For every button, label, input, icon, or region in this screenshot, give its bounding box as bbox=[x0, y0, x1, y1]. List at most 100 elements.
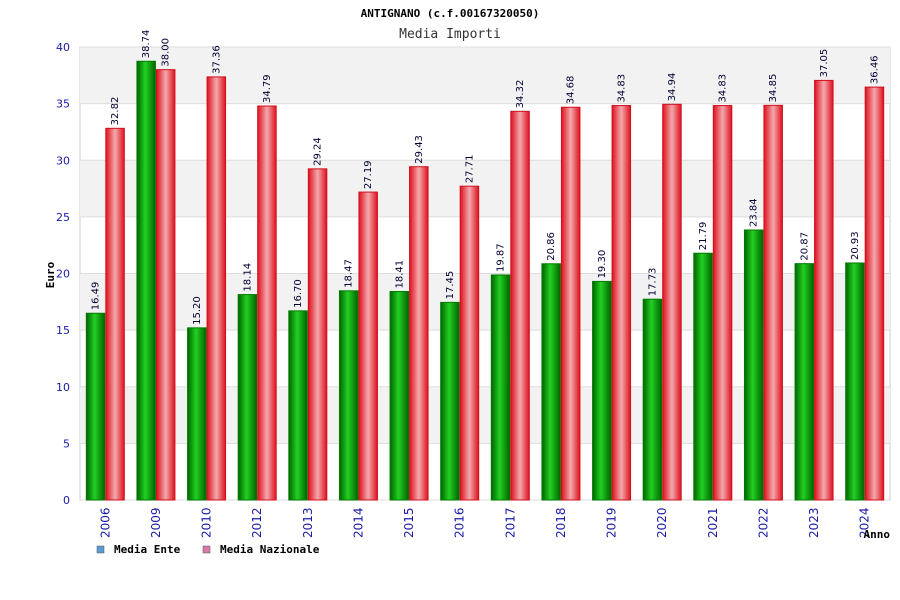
y-tick-label: 5 bbox=[63, 437, 70, 450]
bar-media-nazionale bbox=[155, 69, 176, 501]
y-axis-label: Euro bbox=[44, 261, 57, 288]
data-label: 38.00 bbox=[161, 38, 172, 67]
legend-label-media-ente: Media Ente bbox=[114, 543, 181, 556]
bar-media-ente bbox=[288, 310, 308, 501]
data-labels: 16.49 32.82 38.74 38.00 15.20 37.36 18.14 34.79… bbox=[91, 30, 881, 325]
data-label: 16.70 bbox=[293, 279, 304, 308]
data-label: 16.49 bbox=[91, 282, 102, 311]
x-axis: 2006 2009 2010 2012 2013 2014 2015 2016 2017 2018… bbox=[98, 507, 871, 538]
x-tick-label: 2013 bbox=[301, 507, 315, 538]
data-label: 36.46 bbox=[869, 55, 880, 84]
x-tick-label: 2020 bbox=[655, 507, 669, 538]
bar-media-nazionale bbox=[510, 110, 530, 501]
bar-media-nazionale bbox=[712, 105, 733, 501]
bar-media-nazionale bbox=[763, 104, 783, 501]
data-label: 15.20 bbox=[192, 296, 203, 325]
bar-media-nazionale bbox=[206, 76, 227, 501]
x-tick-label: 2012 bbox=[250, 507, 264, 538]
bar-media-ente bbox=[389, 291, 410, 501]
bar-media-nazionale bbox=[459, 185, 480, 501]
x-tick-label: 2016 bbox=[453, 507, 467, 538]
bar-media-ente bbox=[187, 327, 207, 501]
data-label: 29.43 bbox=[414, 135, 425, 164]
x-tick-label: 2022 bbox=[756, 507, 770, 538]
y-tick-label: 15 bbox=[56, 324, 70, 337]
y-tick-label: 0 bbox=[63, 494, 70, 507]
data-label: 34.94 bbox=[667, 73, 678, 102]
bar-media-nazionale bbox=[409, 166, 429, 501]
x-tick-label: 2018 bbox=[554, 507, 568, 538]
x-tick-label: 2009 bbox=[149, 507, 163, 538]
bar-media-nazionale bbox=[560, 106, 581, 501]
bar-media-ente bbox=[440, 301, 460, 501]
bars bbox=[85, 60, 885, 501]
bar-media-nazionale bbox=[257, 105, 277, 501]
y-tick-label: 40 bbox=[56, 41, 70, 54]
data-label: 37.36 bbox=[211, 45, 222, 74]
data-label: 38.74 bbox=[141, 30, 152, 59]
bar-media-ente bbox=[642, 298, 663, 501]
data-label: 17.73 bbox=[647, 268, 658, 297]
x-tick-label: 2017 bbox=[503, 507, 517, 538]
y-axis: 0 5 10 15 20 25 30 35 40 bbox=[56, 41, 70, 507]
x-tick-label: 2021 bbox=[706, 507, 720, 538]
chart-title: ANTIGNANO (c.f.00167320050) bbox=[361, 7, 540, 20]
data-label: 29.24 bbox=[313, 137, 324, 166]
data-label: 23.84 bbox=[749, 198, 760, 227]
bar-media-ente bbox=[237, 294, 258, 501]
x-tick-label: 2006 bbox=[98, 507, 112, 538]
y-tick-label: 35 bbox=[56, 98, 70, 111]
x-tick-label: 2024 bbox=[858, 507, 872, 538]
bar-media-ente bbox=[845, 262, 865, 501]
bar-media-nazionale bbox=[611, 105, 632, 501]
x-axis-label: Anno bbox=[864, 528, 891, 541]
bar-media-nazionale bbox=[864, 86, 885, 501]
legend-label-media-nazionale: Media Nazionale bbox=[220, 543, 320, 556]
bar-media-ente bbox=[541, 263, 561, 501]
data-label: 20.87 bbox=[799, 232, 810, 261]
y-tick-label: 25 bbox=[56, 211, 70, 224]
data-label: 17.45 bbox=[445, 271, 456, 300]
x-tick-label: 2015 bbox=[402, 507, 416, 538]
bar-media-nazionale bbox=[662, 103, 682, 501]
bar-media-ente bbox=[743, 229, 764, 501]
data-label: 37.05 bbox=[819, 49, 830, 78]
bar-media-nazionale bbox=[307, 168, 328, 501]
y-tick-label: 30 bbox=[56, 154, 70, 167]
bar-media-ente bbox=[794, 263, 815, 501]
y-tick-label: 10 bbox=[56, 381, 70, 394]
data-label: 34.83 bbox=[616, 74, 627, 103]
data-label: 20.86 bbox=[546, 232, 557, 261]
data-label: 18.14 bbox=[242, 263, 253, 292]
bar-media-nazionale bbox=[105, 127, 125, 501]
data-label: 34.32 bbox=[515, 80, 526, 109]
data-label: 18.41 bbox=[394, 260, 405, 289]
bar-media-nazionale bbox=[814, 79, 834, 501]
data-label: 34.85 bbox=[768, 74, 779, 103]
legend-swatch-media-ente bbox=[96, 545, 105, 554]
data-label: 19.30 bbox=[597, 250, 608, 279]
data-label: 32.82 bbox=[110, 97, 121, 126]
data-label: 21.79 bbox=[698, 222, 709, 251]
chart-subtitle: Media Importi bbox=[399, 27, 501, 42]
data-label: 18.47 bbox=[344, 259, 355, 288]
y-tick-label: 20 bbox=[56, 268, 70, 281]
bar-media-nazionale bbox=[358, 191, 378, 501]
bar-media-ente bbox=[338, 290, 359, 501]
x-tick-label: 2023 bbox=[807, 507, 821, 538]
bar-media-ente bbox=[85, 312, 106, 501]
data-label: 19.87 bbox=[496, 243, 507, 272]
data-label: 34.68 bbox=[566, 76, 577, 105]
data-label: 34.79 bbox=[262, 74, 273, 103]
x-tick-label: 2019 bbox=[605, 507, 619, 538]
x-tick-label: 2014 bbox=[351, 507, 365, 538]
data-label: 34.83 bbox=[718, 74, 729, 103]
bar-media-ente bbox=[490, 274, 511, 501]
legend: Media Ente Media Nazionale bbox=[96, 543, 320, 556]
x-tick-label: 2010 bbox=[200, 507, 214, 538]
data-label: 27.19 bbox=[363, 160, 374, 189]
bar-media-ente bbox=[693, 252, 713, 501]
data-label: 27.71 bbox=[464, 155, 475, 184]
legend-swatch-media-nazionale bbox=[202, 545, 211, 554]
